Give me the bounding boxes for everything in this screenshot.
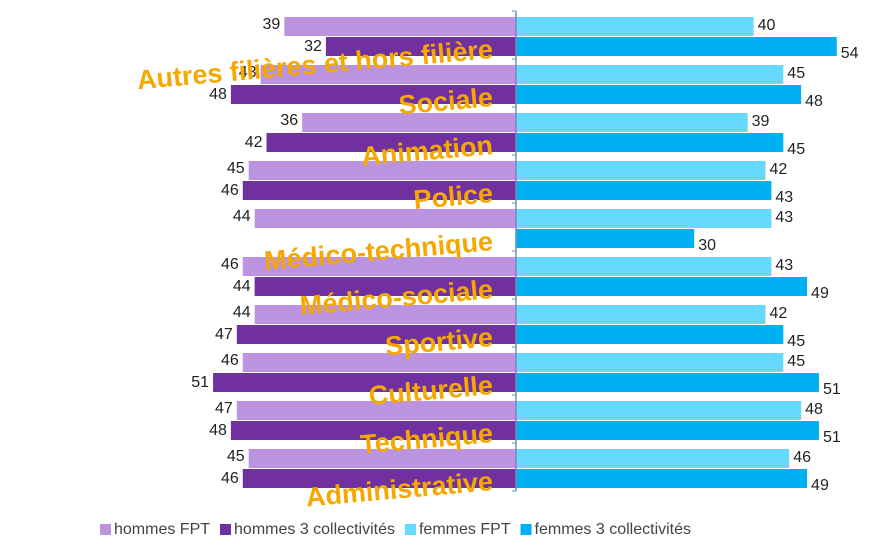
bar [236, 401, 516, 420]
legend-swatch [100, 524, 111, 535]
bar [516, 229, 695, 248]
bar [516, 17, 754, 36]
value-label: 45 [787, 65, 805, 82]
value-label: 46 [221, 182, 239, 199]
legend-label: hommes FPT [114, 521, 210, 538]
bar [213, 373, 516, 392]
value-label: 45 [787, 141, 805, 158]
bar [230, 421, 516, 440]
legend-label: femmes FPT [419, 521, 511, 538]
bar [254, 277, 516, 296]
value-label: 48 [805, 401, 823, 418]
bar [242, 469, 516, 488]
value-label: 43 [775, 257, 793, 274]
value-label: 42 [245, 134, 263, 151]
bar [325, 37, 516, 56]
bar [516, 37, 837, 56]
value-label: 48 [209, 86, 227, 103]
bar [516, 181, 772, 200]
bar [242, 257, 516, 276]
value-label: 30 [698, 237, 716, 254]
value-label: 46 [793, 449, 811, 466]
legend-swatch [520, 524, 532, 535]
bar [236, 325, 516, 344]
bar [516, 325, 784, 344]
bar [516, 257, 772, 276]
value-label: 43 [239, 64, 257, 81]
bar [516, 469, 808, 488]
value-label: 44 [233, 208, 251, 225]
bar [254, 209, 516, 228]
legend-label: hommes 3 collectivités [234, 521, 395, 538]
value-label: 42 [769, 161, 787, 178]
category-label: Police [412, 178, 494, 215]
value-label: 40 [758, 17, 776, 34]
value-label: 51 [823, 429, 841, 446]
value-label: 36 [280, 112, 298, 129]
legend-label: femmes 3 collectivités [535, 521, 692, 538]
bar [260, 65, 516, 84]
value-label: 46 [221, 352, 239, 369]
value-label: 44 [233, 278, 251, 295]
bar [516, 305, 766, 324]
bar [516, 85, 802, 104]
bar [516, 209, 772, 228]
value-label: 48 [209, 422, 227, 439]
bar [266, 133, 516, 152]
value-label: 39 [752, 113, 770, 130]
bar [248, 449, 516, 468]
bar [516, 65, 784, 84]
value-label: 51 [191, 374, 209, 391]
value-label: 44 [233, 304, 251, 321]
value-label: 46 [221, 470, 239, 487]
value-label: 43 [775, 189, 793, 206]
bar [284, 17, 516, 36]
value-label: 45 [787, 353, 805, 370]
value-label: 47 [215, 400, 233, 417]
value-label: 39 [263, 16, 281, 33]
bar [230, 85, 516, 104]
bar [516, 133, 784, 152]
value-label: 46 [221, 256, 239, 273]
value-label: 45 [227, 160, 245, 177]
bar [516, 373, 819, 392]
bar [516, 353, 784, 372]
value-label: 45 [787, 333, 805, 350]
value-label: 32 [304, 38, 322, 55]
bar [242, 181, 516, 200]
legend-swatch [404, 524, 416, 535]
bar [516, 401, 802, 420]
value-label: 49 [811, 477, 829, 494]
value-label: 47 [215, 326, 233, 343]
legend-swatch [220, 524, 232, 535]
value-label: 43 [775, 209, 793, 226]
bar [254, 305, 516, 324]
bar [516, 113, 748, 132]
bar [516, 421, 819, 440]
bar [516, 449, 790, 468]
value-label: 49 [811, 285, 829, 302]
value-label: 45 [227, 448, 245, 465]
bar [302, 113, 516, 132]
bar [516, 277, 808, 296]
value-label: 42 [769, 305, 787, 322]
value-label: 48 [805, 93, 823, 110]
bar [242, 353, 516, 372]
value-label: 51 [823, 381, 841, 398]
bar [516, 161, 766, 180]
bar [248, 161, 516, 180]
value-label: 54 [841, 45, 859, 62]
